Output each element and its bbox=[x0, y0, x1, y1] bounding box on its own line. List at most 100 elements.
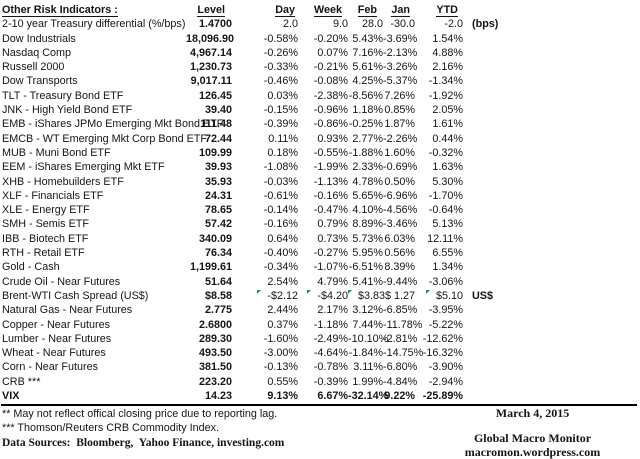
cell-level-text: 24.31 bbox=[204, 189, 232, 202]
column-header-level: Level bbox=[197, 4, 225, 17]
cell-name: XLF - Financials ETF bbox=[0, 189, 186, 203]
cell-jan-text: -3.26% bbox=[383, 61, 418, 74]
cell-feb-text: 2.33% bbox=[352, 161, 383, 174]
cell-day: -0.16% bbox=[232, 217, 298, 231]
cell-week: -0.86% bbox=[298, 117, 348, 131]
cell-week: -1.18% bbox=[298, 318, 348, 332]
cell-jan-text: 0.85% bbox=[384, 104, 415, 117]
cell-day: 2.0 bbox=[232, 17, 298, 31]
cell-name: RTH - Retail ETF bbox=[0, 246, 186, 260]
cell-feb-text: -1.84% bbox=[348, 347, 383, 360]
cell-jan: 0.50% bbox=[383, 175, 415, 189]
cell-feb: -1.84% bbox=[348, 346, 383, 360]
cell-day: 0.37% bbox=[232, 318, 298, 332]
cell-week: -1.07% bbox=[298, 260, 348, 274]
cell-feb-text: 4.25% bbox=[352, 75, 383, 88]
comment-flag-icon bbox=[348, 289, 352, 294]
cell-week-text: -1.99% bbox=[313, 161, 348, 174]
table-title: Other Risk Indicators : bbox=[0, 3, 186, 17]
cell-week-text: -0.39% bbox=[313, 375, 348, 388]
cell-level-text: 57.42 bbox=[204, 218, 232, 231]
cell-ytd-text: -2.94% bbox=[428, 375, 463, 388]
cell-feb-text: 5.95% bbox=[352, 247, 383, 260]
cell-jan: -11.78% bbox=[383, 318, 422, 332]
cell-week: -0.47% bbox=[298, 203, 348, 217]
cell-jan: 1.87% bbox=[383, 117, 415, 131]
cell-ytd-text: -0.32% bbox=[428, 146, 463, 159]
cell-ytd: $5.10 bbox=[415, 289, 463, 303]
cell-week: -4.64% bbox=[298, 346, 348, 360]
table-row: Gold - Cash 1,199.61 -0.34% -1.07% -6.51% 8.3… bbox=[0, 260, 640, 274]
cell-week-text: 4.79% bbox=[317, 275, 348, 288]
cell-day-text: -0.03% bbox=[263, 175, 298, 188]
cell-ytd: -2.94% bbox=[415, 375, 463, 389]
cell-jan: -5.37% bbox=[383, 74, 418, 88]
cell-jan: -2.13% bbox=[383, 46, 417, 60]
table-row: CRB *** 223.20 0.55% -0.39% 1.99% -4.84% -2.94… bbox=[0, 375, 640, 389]
cell-ytd: 1.61% bbox=[415, 117, 463, 131]
cell-ytd-text: -3.06% bbox=[428, 275, 463, 288]
cell-feb: 1.99% bbox=[348, 375, 383, 389]
cell-jan-text: 1.87% bbox=[384, 118, 415, 131]
cell-ytd: 0.44% bbox=[415, 132, 463, 146]
cell-feb-text: 4.78% bbox=[352, 175, 383, 188]
cell-name: Nasdaq Comp bbox=[0, 46, 186, 60]
cell-day-text: -0.16% bbox=[263, 218, 298, 231]
table-row: EMB - iShares JPMo Emerging Mkt Bond ETF… bbox=[0, 117, 640, 131]
cell-ytd: 6.55% bbox=[415, 246, 463, 260]
cell-suffix bbox=[463, 46, 640, 60]
cell-level-text: $8.58 bbox=[204, 289, 232, 302]
cell-name-text: Copper - Near Futures bbox=[2, 318, 111, 331]
cell-jan-text: -14.75% bbox=[383, 347, 424, 360]
cell-day-text: -0.26% bbox=[263, 46, 298, 59]
table-row: EMCB - WT Emerging Mkt Corp Bond ETF 72.4… bbox=[0, 132, 640, 146]
cell-week: -1.99% bbox=[298, 160, 348, 174]
cell-name: 2-10 year Treasury differential (%/bps) bbox=[0, 17, 186, 31]
cell-suffix bbox=[463, 32, 640, 46]
cell-day: -0.46% bbox=[232, 74, 298, 88]
cell-jan: -4.84% bbox=[383, 375, 417, 389]
cell-jan-text: -5.37% bbox=[383, 75, 418, 88]
cell-day: 0.03% bbox=[232, 89, 298, 103]
table-row: Nasdaq Comp 4,967.14 -0.26% 0.07% 7.16% -2.13… bbox=[0, 46, 640, 60]
risk-indicators-table: Other Risk Indicators : Level Day Week F… bbox=[0, 3, 640, 403]
cell-name: CRB *** bbox=[0, 375, 186, 389]
cell-day: -0.61% bbox=[232, 189, 298, 203]
cell-week-text: -0.08% bbox=[313, 75, 348, 88]
cell-ytd-text: -5.22% bbox=[428, 318, 463, 331]
cell-ytd: -1.70% bbox=[415, 189, 463, 203]
cell-day: 0.64% bbox=[232, 232, 298, 246]
cell-name: EMB - iShares JPMo Emerging Mkt Bond ETF bbox=[0, 117, 223, 131]
cell-feb-text: 3.11% bbox=[353, 361, 383, 374]
cell-ytd-text: -1.70% bbox=[428, 189, 463, 202]
cell-feb: 5.95% bbox=[348, 246, 383, 260]
cell-week: -0.08% bbox=[298, 74, 348, 88]
table-title-text: Other Risk Indicators : bbox=[2, 4, 118, 17]
cell-feb: $3.83 bbox=[348, 289, 386, 303]
cell-ytd: 1.34% bbox=[415, 260, 463, 274]
table-row: Dow Industrials 18,096.90 -0.58% -0.20% 5.43… bbox=[0, 32, 640, 46]
cell-level-text: 39.40 bbox=[204, 104, 232, 117]
cell-level: 39.40 bbox=[186, 103, 232, 117]
cell-ytd-text: 12.11% bbox=[427, 232, 463, 245]
cell-ytd-text: -2.0 bbox=[444, 18, 463, 31]
comment-flag-icon bbox=[307, 289, 312, 294]
cell-suffix bbox=[463, 203, 640, 217]
cell-ytd: 5.30% bbox=[415, 175, 463, 189]
cell-name-text: VIX bbox=[2, 390, 20, 403]
cell-name-text: Russell 2000 bbox=[2, 61, 65, 74]
table-row: RTH - Retail ETF 76.34 -0.40% -0.27% 5.95% 0.… bbox=[0, 246, 640, 260]
cell-jan: -4.56% bbox=[383, 203, 417, 217]
cell-ytd-text: 1.63% bbox=[432, 161, 463, 174]
cell-day-text: -3.00% bbox=[263, 347, 298, 360]
cell-name-text: XHB - Homebuilders ETF bbox=[2, 175, 124, 188]
cell-feb-text: $3.83 bbox=[358, 289, 386, 302]
cell-week-text: -4.64% bbox=[313, 347, 348, 360]
cell-week: 0.07% bbox=[298, 46, 348, 60]
cell-level: 51.64 bbox=[186, 275, 232, 289]
cell-day: -0.39% bbox=[232, 117, 298, 131]
cell-level: 111.48 bbox=[186, 117, 232, 131]
cell-ytd-text: 1.34% bbox=[432, 261, 463, 274]
cell-day: -0.13% bbox=[232, 360, 298, 374]
cell-ytd: 1.63% bbox=[415, 160, 463, 174]
